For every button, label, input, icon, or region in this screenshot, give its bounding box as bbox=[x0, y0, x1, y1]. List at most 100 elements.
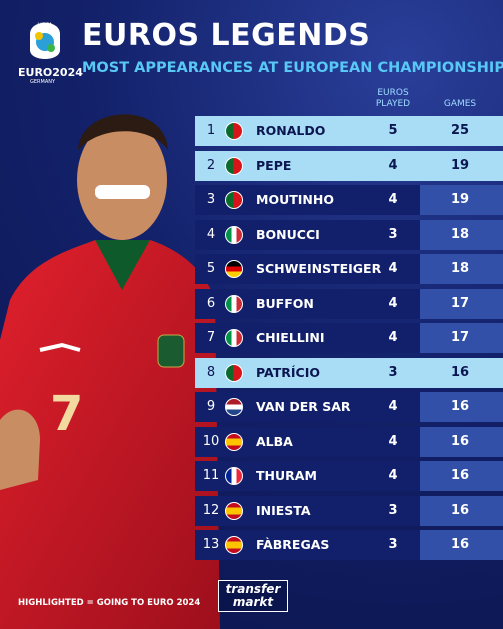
table-row: 13 FÀBREGAS 3 16 bbox=[195, 530, 503, 560]
euros-played: 4 bbox=[388, 192, 398, 207]
footer-note: HIGHLIGHTED = GOING TO EURO 2024 bbox=[18, 598, 201, 608]
rank: 3 bbox=[206, 192, 216, 207]
games: 16 bbox=[450, 537, 470, 552]
brand-text: transfer bbox=[225, 582, 281, 596]
flag-icon bbox=[225, 536, 243, 554]
table-row: 7 CHIELLINI 4 17 bbox=[195, 323, 503, 353]
games-cell-bg bbox=[420, 116, 503, 146]
rank: 2 bbox=[206, 157, 216, 173]
rank: 8 bbox=[206, 364, 216, 380]
games-cell-bg bbox=[420, 254, 503, 284]
euros-played: 3 bbox=[388, 226, 398, 242]
player-illustration: 7 bbox=[0, 114, 220, 629]
table-row: 6 BUFFON 4 17 bbox=[195, 288, 503, 319]
rank: 1 bbox=[206, 123, 216, 138]
table-row: 2 PEPE 4 19 bbox=[195, 150, 503, 181]
euros-played: 3 bbox=[388, 364, 398, 380]
games: 17 bbox=[450, 295, 470, 311]
player-name: INIESTA bbox=[256, 502, 311, 518]
rank: 6 bbox=[206, 295, 216, 311]
logo-sub-text: GERMANY bbox=[30, 79, 56, 85]
player-name: CHIELLINI bbox=[256, 330, 325, 345]
games: 17 bbox=[450, 330, 470, 345]
svg-text:7: 7 bbox=[50, 386, 83, 442]
logo-text: EURO2024 bbox=[18, 66, 83, 79]
games-cell-bg bbox=[420, 219, 503, 250]
rank: 5 bbox=[206, 261, 216, 276]
flag-icon bbox=[225, 260, 243, 278]
games-cell-bg bbox=[420, 426, 503, 457]
games: 18 bbox=[450, 226, 470, 242]
table-row: 1 RONALDO 5 25 bbox=[195, 116, 503, 146]
player-name: BUFFON bbox=[256, 295, 314, 311]
player-name: FÀBREGAS bbox=[256, 537, 330, 552]
flag-icon bbox=[225, 432, 243, 451]
player-name: RONALDO bbox=[256, 123, 326, 138]
player-name: VAN DER SAR bbox=[256, 399, 351, 414]
rank: 9 bbox=[206, 399, 216, 414]
rank: 12 bbox=[202, 502, 220, 518]
games: 16 bbox=[450, 502, 470, 518]
player-name: PATRÍCIO bbox=[256, 364, 320, 380]
player-name: THURAM bbox=[256, 468, 317, 483]
rank: 13 bbox=[202, 537, 220, 552]
euros-played: 4 bbox=[388, 261, 398, 276]
euros-played: 3 bbox=[388, 502, 398, 518]
euros-played: 4 bbox=[388, 433, 398, 449]
euros-played: 4 bbox=[388, 468, 398, 483]
table: 1 RONALDO 5 25 2 PEPE 4 19 3 MOUTINHO 4 19 4 BONUCCI 3… bbox=[195, 116, 503, 565]
column-header: GAMES bbox=[443, 99, 477, 109]
table-row: 8 PATRÍCIO 3 16 bbox=[195, 357, 503, 388]
column-header: EUROS PLAYED bbox=[375, 88, 411, 109]
flag-icon bbox=[225, 329, 243, 347]
brand-text: markt bbox=[232, 595, 274, 609]
euros-played: 4 bbox=[388, 157, 398, 173]
title: EUROS LEGENDS bbox=[82, 18, 371, 53]
flag-icon bbox=[225, 501, 243, 520]
table-row: 11 THURAM 4 16 bbox=[195, 461, 503, 491]
games-cell-bg bbox=[420, 461, 503, 491]
flag-icon bbox=[225, 191, 243, 209]
rank: 11 bbox=[202, 468, 220, 483]
flag-icon bbox=[225, 122, 243, 140]
games: 25 bbox=[450, 123, 470, 138]
player-name: SCHWEINSTEIGER bbox=[256, 261, 382, 276]
games: 16 bbox=[450, 468, 470, 483]
euro-logo bbox=[30, 22, 60, 59]
rank: 4 bbox=[206, 226, 216, 242]
table-row: 3 MOUTINHO 4 19 bbox=[195, 185, 503, 215]
table-row: 4 BONUCCI 3 18 bbox=[195, 219, 503, 250]
games-cell-bg bbox=[420, 495, 503, 526]
games-cell-bg bbox=[420, 357, 503, 388]
euros-played: 4 bbox=[388, 399, 398, 414]
rank: 7 bbox=[206, 330, 216, 345]
flag-icon bbox=[225, 294, 243, 313]
brand-logo: transfer markt bbox=[218, 580, 288, 612]
games: 18 bbox=[450, 261, 470, 276]
subtitle: MOST APPEARANCES AT EUROPEAN CHAMPIONSHI… bbox=[82, 60, 503, 76]
games-cell-bg bbox=[420, 530, 503, 560]
games: 19 bbox=[450, 157, 470, 173]
logo-top-text: UEFA bbox=[37, 22, 53, 29]
games-cell-bg bbox=[420, 150, 503, 181]
games-cell-bg bbox=[420, 392, 503, 422]
euros-played: 5 bbox=[388, 123, 398, 138]
table-row: 10 ALBA 4 16 bbox=[195, 426, 503, 457]
games-cell-bg bbox=[420, 185, 503, 215]
games-cell-bg bbox=[420, 323, 503, 353]
table-row: 9 VAN DER SAR 4 16 bbox=[195, 392, 503, 422]
games: 16 bbox=[450, 433, 470, 449]
euros-played: 3 bbox=[388, 537, 398, 552]
table-row: 5 SCHWEINSTEIGER 4 18 bbox=[195, 254, 503, 284]
flag-icon bbox=[225, 398, 243, 416]
player-name: BONUCCI bbox=[256, 226, 320, 242]
rank: 10 bbox=[202, 433, 220, 449]
flag-icon bbox=[225, 225, 243, 244]
euros-played: 4 bbox=[388, 330, 398, 345]
flag-icon bbox=[225, 467, 243, 485]
games: 19 bbox=[450, 192, 470, 207]
flag-icon bbox=[225, 156, 243, 175]
player-name: MOUTINHO bbox=[256, 192, 334, 207]
flag-icon bbox=[225, 363, 243, 382]
